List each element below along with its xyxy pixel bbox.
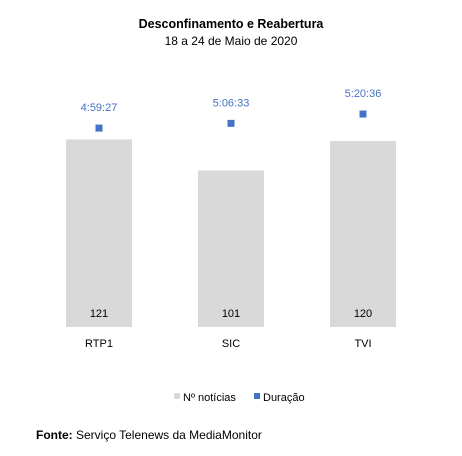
point-value-label: 5:06:33 [213, 97, 250, 109]
plot-area: 121 RTP1 4:59:27 101 SIC 5:06:33 120 TVI 5:20:36 [66, 88, 396, 350]
source-label: Fonte: [36, 428, 73, 442]
chart-svg: Desconfinamento e Reabertura 18 a 24 de … [66, 17, 396, 404]
x-tick-label: TVI [354, 338, 371, 350]
point-value-label: 4:59:27 [81, 102, 118, 114]
bar-rtp1 [66, 139, 132, 327]
bar-value-label: 101 [222, 308, 240, 320]
legend-swatch-points [254, 393, 260, 399]
bar-tvi [330, 141, 396, 327]
source-note: Fonte: Serviço Telenews da MediaMonitor [36, 428, 262, 442]
point-rtp1 [95, 124, 103, 132]
bar-value-label: 121 [90, 308, 108, 320]
legend-label-bars: Nº notícias [183, 392, 236, 404]
point-sic [227, 119, 235, 127]
chart-title: Desconfinamento e Reabertura [139, 17, 325, 31]
point-value-label: 5:20:36 [345, 88, 382, 100]
bar-sic [198, 170, 264, 327]
x-tick-label: SIC [222, 338, 240, 350]
legend-swatch-bars [174, 393, 180, 399]
legend: Nº notícias Duração [174, 392, 305, 404]
x-tick-label: RTP1 [85, 338, 113, 350]
legend-label-points: Duração [263, 392, 305, 404]
source-text: Serviço Telenews da MediaMonitor [76, 428, 262, 442]
point-tvi [359, 110, 367, 118]
chart-subtitle: 18 a 24 de Maio de 2020 [165, 34, 298, 48]
bar-value-label: 120 [354, 308, 372, 320]
